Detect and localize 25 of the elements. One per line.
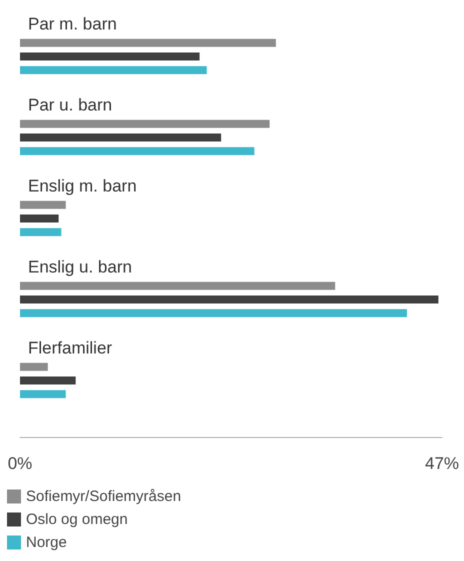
bar [20, 120, 270, 128]
legend-label: Norge [26, 534, 67, 551]
legend-label: Sofiemyr/Sofiemyråsen [26, 488, 182, 505]
bar [20, 52, 200, 60]
bar [20, 309, 407, 318]
y-tick-label: Par u. barn [28, 96, 112, 114]
bar [20, 147, 254, 156]
bar [20, 362, 48, 371]
bar [20, 390, 66, 398]
bar [20, 214, 59, 222]
bar [20, 134, 222, 142]
bar [20, 376, 76, 384]
bar [20, 200, 66, 209]
bar [20, 228, 62, 236]
legend-label: Oslo og omegn [26, 511, 128, 528]
x-tick-label: 47% [424, 454, 460, 473]
bar [20, 38, 276, 47]
y-tick-label: Par m. barn [28, 14, 117, 34]
y-tick-label: Flerfamilier [28, 338, 112, 358]
y-tick-label: Enslig m. barn [28, 176, 137, 196]
bar [20, 282, 336, 290]
y-tick-label: Enslig u. barn [28, 258, 132, 276]
bar [20, 66, 207, 74]
bar [20, 296, 438, 304]
x-tick-label: 0% [8, 454, 32, 473]
